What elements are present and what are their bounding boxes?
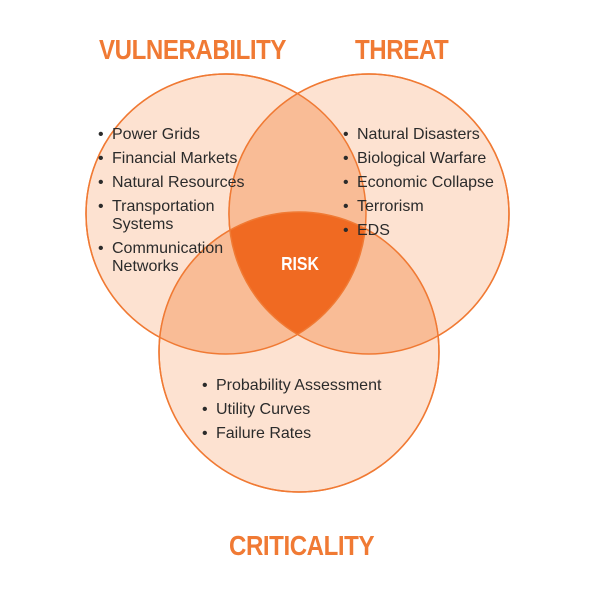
list-item: Communication Networks (98, 240, 268, 276)
vulnerability-title: VULNERABILITY (99, 34, 287, 65)
list-item: Utility Curves (202, 401, 412, 419)
criticality-outline (158, 211, 440, 493)
list-item: Financial Markets (98, 150, 268, 168)
list-item: Biological Warfare (343, 150, 518, 168)
list-item: Failure Rates (202, 425, 412, 443)
risk-label: RISK (281, 254, 319, 274)
list-item: Power Grids (98, 126, 268, 144)
list-item: Terrorism (343, 198, 518, 216)
list-item: Natural Disasters (343, 126, 518, 144)
threat-list: Natural Disasters Biological Warfare Eco… (343, 126, 518, 246)
threat-title: THREAT (355, 34, 449, 65)
list-item: Natural Resources (98, 174, 268, 192)
list-item: EDS (343, 222, 518, 240)
list-item: Transportation Systems (98, 198, 268, 234)
criticality-list: Probability Assessment Utility Curves Fa… (202, 377, 412, 449)
vulnerability-list: Power Grids Financial Markets Natural Re… (98, 126, 268, 282)
list-item: Probability Assessment (202, 377, 412, 395)
criticality-title: CRITICALITY (229, 530, 375, 561)
list-item: Economic Collapse (343, 174, 518, 192)
